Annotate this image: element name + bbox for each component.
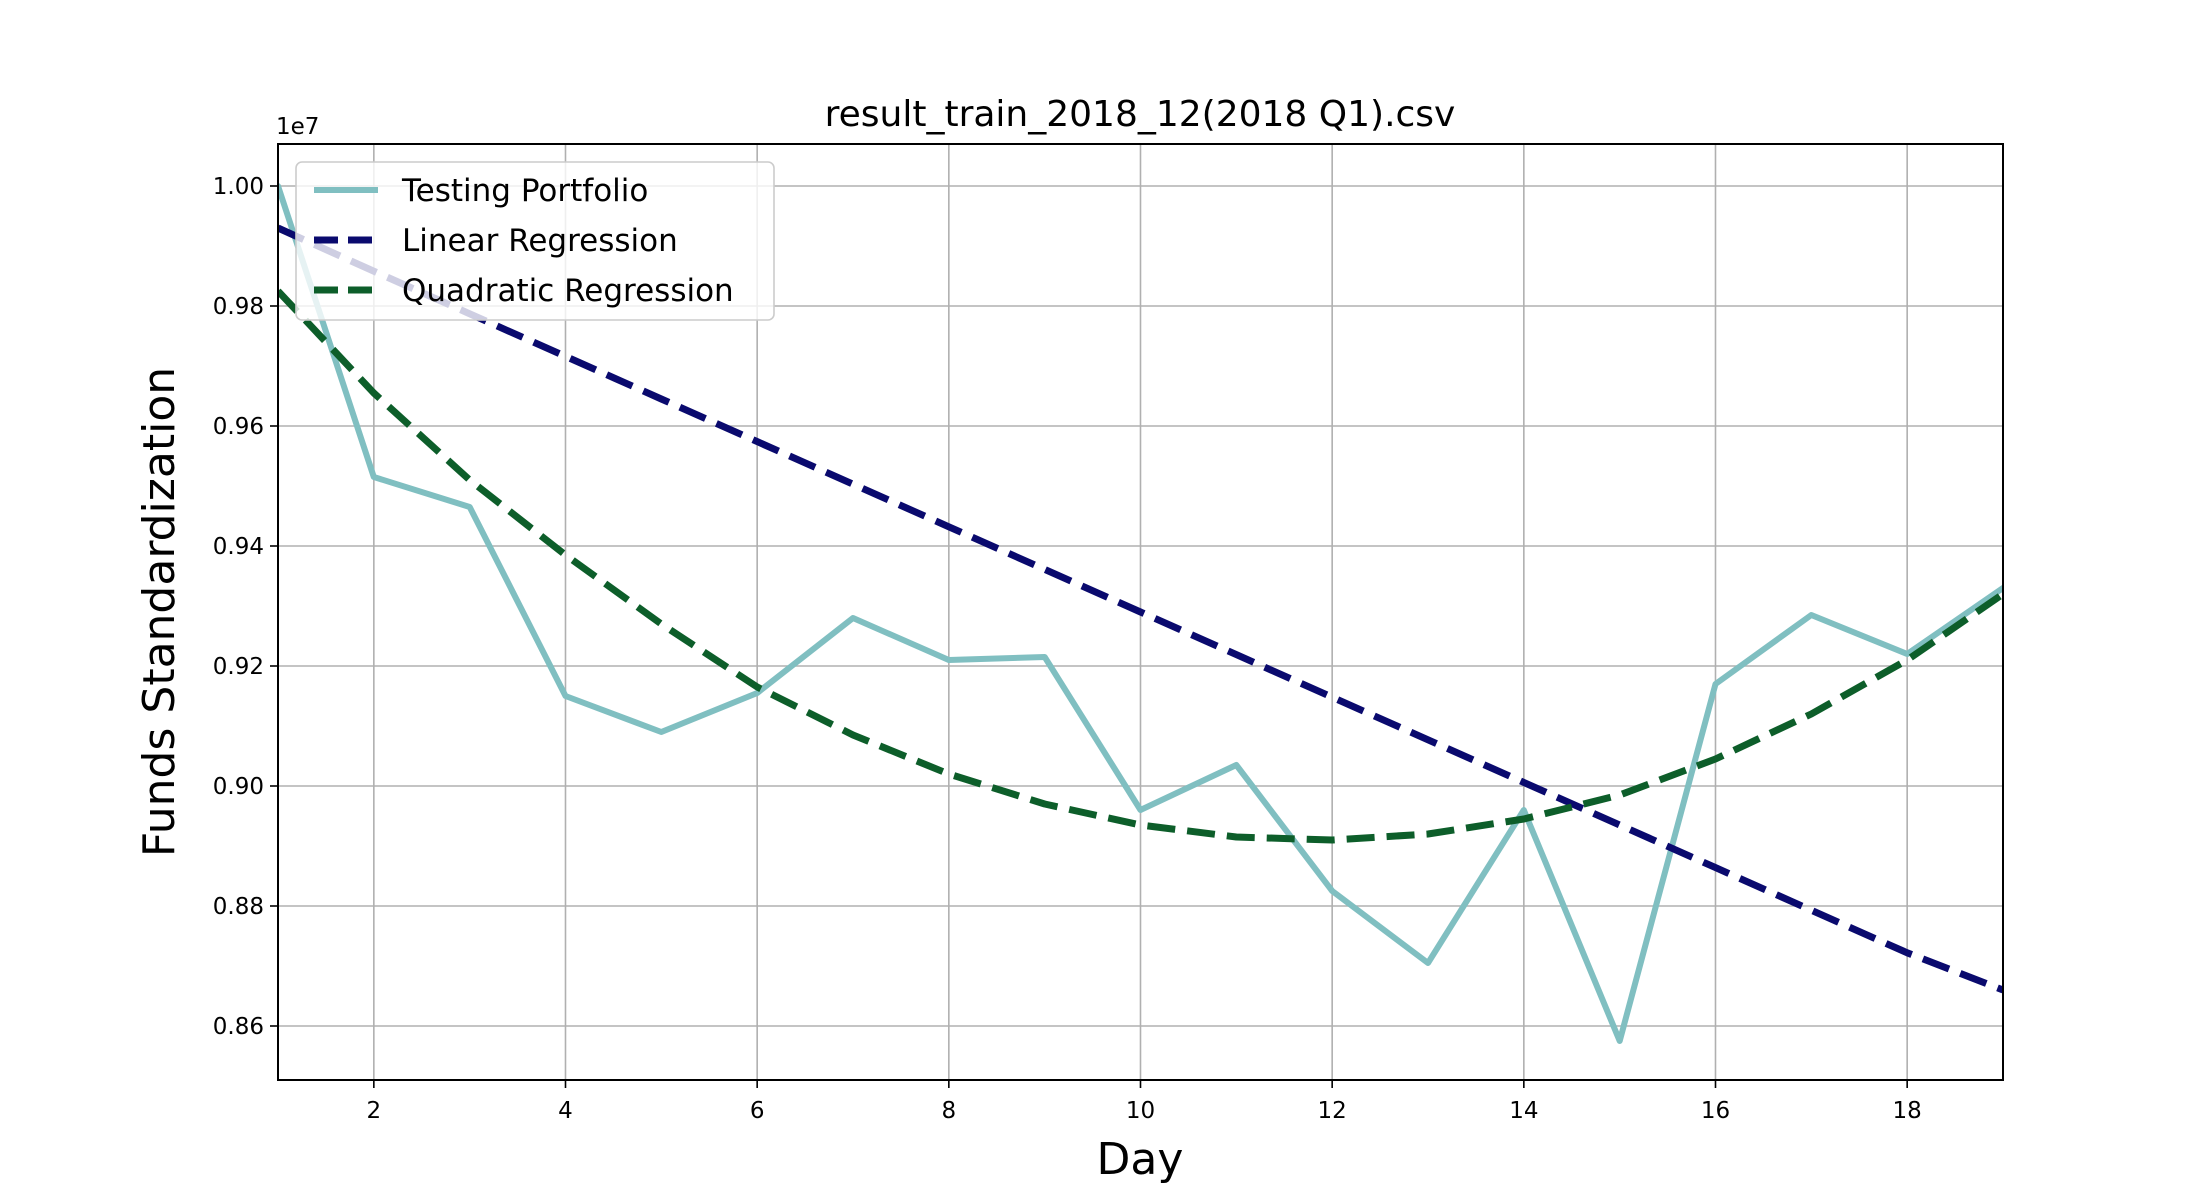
x-tick-label: 16 <box>1701 1098 1730 1124</box>
y-tick-label: 0.86 <box>213 1014 264 1040</box>
x-tick-label: 8 <box>942 1098 957 1124</box>
x-axis-label: Day <box>1097 1134 1184 1185</box>
legend: Testing Portfolio Linear Regression Quadra… <box>295 161 775 321</box>
series-line-quadratic-regression <box>278 288 2003 844</box>
chart-title: result_train_2018_12(2018 Q1).csv <box>825 94 1456 135</box>
y-tick-label: 0.94 <box>213 534 264 560</box>
axis-ticks: 2 4 6 8 10 12 14 16 18 0.86 0.88 0.90 0.92 0.94 0.96 0.… <box>213 174 1922 1124</box>
legend-label: Linear Regression <box>402 223 678 259</box>
x-tick-label: 10 <box>1126 1098 1155 1124</box>
x-tick-label: 18 <box>1893 1098 1922 1124</box>
plot-area <box>278 183 2003 1044</box>
y-tick-label: 0.98 <box>213 294 264 320</box>
x-tick-label: 2 <box>367 1098 382 1124</box>
series-line-testing-portfolio <box>278 183 2003 1044</box>
y-tick-label: 0.96 <box>213 414 264 440</box>
legend-label: Quadratic Regression <box>402 273 734 309</box>
y-tick-label: 0.88 <box>213 894 264 920</box>
y-axis-label: Funds Standardization <box>134 367 185 857</box>
legend-label: Testing Portfolio <box>401 173 648 209</box>
x-tick-label: 14 <box>1509 1098 1538 1124</box>
x-tick-label: 12 <box>1318 1098 1347 1124</box>
series-line-linear-regression <box>278 224 2003 994</box>
y-axis-offset-label: 1e7 <box>276 114 319 140</box>
y-tick-label: 1.00 <box>213 174 264 200</box>
x-tick-label: 4 <box>558 1098 573 1124</box>
x-tick-label: 6 <box>750 1098 765 1124</box>
y-tick-label: 0.90 <box>213 774 264 800</box>
y-tick-label: 0.92 <box>213 654 264 680</box>
legend-box <box>295 161 775 321</box>
